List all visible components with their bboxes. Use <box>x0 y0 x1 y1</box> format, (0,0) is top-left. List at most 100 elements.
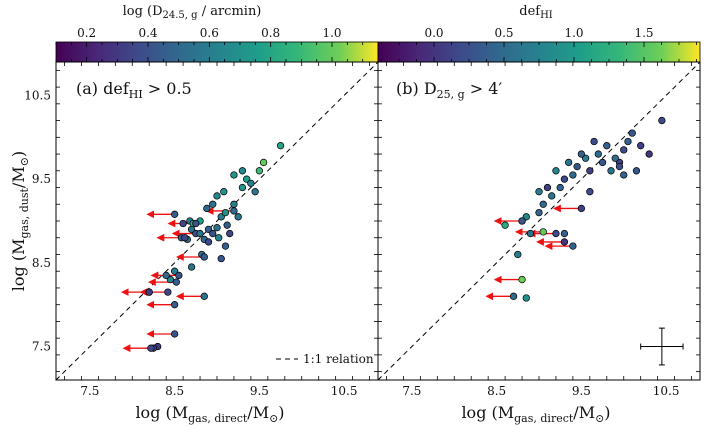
data-point <box>624 137 632 146</box>
data-point <box>514 250 522 259</box>
data-point <box>522 294 530 302</box>
x-tick-label: 10.5 <box>331 384 358 398</box>
panel-b-xlabel: log (Mgas, direct/M⊙) <box>461 403 610 425</box>
colorbar-tick-label: 0.8 <box>261 26 280 40</box>
upper-limit-point <box>577 204 586 213</box>
x-tick-label: 9.5 <box>572 384 591 398</box>
data-point <box>560 229 569 238</box>
colorbar-tick-label: 0.0 <box>424 26 443 40</box>
colorbar-tick-label: 1.0 <box>564 26 583 40</box>
panel-b-upper-limit-arrows <box>485 204 582 301</box>
x-tick-label: 10.5 <box>653 384 680 398</box>
data-point <box>628 129 636 137</box>
data-point <box>526 229 535 238</box>
data-point <box>535 188 543 196</box>
colorbar-tick-label: 0.4 <box>138 26 157 40</box>
upper-limit-point <box>230 207 238 215</box>
data-point <box>213 192 221 200</box>
panel-b-points <box>501 116 666 302</box>
panel-b-colorbar-title: defHI <box>519 4 553 21</box>
panel-a-colorbar-tick-labels: 0.2 0.4 0.6 0.8 1.0 <box>77 26 341 40</box>
colorbar-tick-label: 1.5 <box>634 26 653 40</box>
panel-a-colorbar: log (D24.5, g / arcmin) 0.2 0.4 0.6 0.8 1.0 <box>55 4 379 63</box>
panel-a-axis-ticks <box>56 62 378 380</box>
data-point <box>187 263 196 271</box>
data-point <box>543 183 552 192</box>
upper-limit-point <box>172 278 180 286</box>
data-point <box>213 224 221 232</box>
data-point <box>607 167 615 175</box>
x-tick-label: 7.5 <box>80 384 99 398</box>
data-point <box>620 171 628 179</box>
upper-limit-point <box>518 217 526 225</box>
data-point <box>221 208 230 217</box>
data-point <box>598 158 607 167</box>
data-point <box>259 158 268 167</box>
panel-a-tick-labels: 7.5 8.5 9.5 10.5 7.5 8.5 9.5 10.5 <box>24 88 357 398</box>
upper-limit-point <box>196 229 204 238</box>
colorbar-tick-label: 0.5 <box>494 26 513 40</box>
x-tick-label: 8.5 <box>487 384 506 398</box>
panel-b-colorbar-tick-labels: 0.0 0.5 1.0 1.5 <box>424 26 653 40</box>
data-point <box>251 188 259 196</box>
x-tick-label: 8.5 <box>165 384 184 398</box>
panel-a-colorbar-title: log (D24.5, g / arcmin) <box>123 4 262 21</box>
upper-limit-point <box>552 229 560 238</box>
x-tick-label: 9.5 <box>250 384 269 398</box>
upper-limit-point <box>569 242 577 250</box>
data-point <box>209 229 217 238</box>
data-point <box>230 200 238 208</box>
data-point <box>594 150 602 158</box>
data-point <box>658 116 666 125</box>
data-point <box>230 171 238 179</box>
y-tick-label: 9.5 <box>32 172 51 186</box>
upper-limit-point <box>170 330 179 338</box>
data-point <box>548 192 556 200</box>
upper-limit-point <box>539 228 547 236</box>
data-point <box>238 167 247 175</box>
panel-a-colorbar-gradient <box>55 41 379 63</box>
upper-limit-point <box>145 288 153 296</box>
data-point <box>539 200 547 208</box>
panel-b-axis-ticks <box>378 62 700 380</box>
panel-a-one-to-one-line <box>55 61 379 381</box>
data-point <box>573 162 581 171</box>
data-point <box>223 221 231 229</box>
upper-limit-point <box>147 344 155 352</box>
y-tick-label: 7.5 <box>32 340 51 354</box>
data-point <box>179 219 187 228</box>
data-point <box>217 255 225 263</box>
colorbar-tick-label: 0.2 <box>77 26 96 40</box>
upper-limit-point <box>509 292 518 300</box>
upper-limit-point <box>192 219 200 228</box>
data-point <box>552 167 560 175</box>
upper-limit-point <box>200 253 208 261</box>
data-point <box>556 183 564 192</box>
legend-text: 1:1 relation <box>303 352 374 366</box>
data-point <box>209 200 217 208</box>
upper-limit-point <box>164 288 172 296</box>
data-point <box>276 142 285 150</box>
data-point <box>565 158 573 167</box>
data-point <box>203 204 211 213</box>
panel-a-points <box>145 142 285 352</box>
panel-a-xlabel: log (Mgas, direct/M⊙) <box>135 403 284 425</box>
panel-a-ylabel: log (Mgas, dust/M⊙) <box>9 151 31 291</box>
data-point <box>226 229 234 238</box>
colorbar-tick-label: 1.0 <box>322 26 341 40</box>
y-tick-label: 8.5 <box>32 256 51 270</box>
data-point <box>501 221 509 229</box>
upper-limit-point <box>170 210 179 218</box>
panel-b-colorbar: defHI 0.0 0.5 1.0 1.5 <box>377 4 701 63</box>
y-tick-label: 10.5 <box>24 88 51 102</box>
data-point <box>215 234 223 242</box>
upper-limit-point <box>518 275 526 284</box>
upper-limit-point <box>200 292 208 300</box>
data-point <box>586 167 594 175</box>
data-point <box>221 242 230 250</box>
data-point <box>590 137 598 146</box>
panel-b-tick-labels: 7.5 8.5 9.5 10.5 <box>402 384 679 398</box>
colorbar-tick-label: 0.6 <box>200 26 219 40</box>
data-point <box>535 208 543 217</box>
data-point <box>586 188 594 196</box>
